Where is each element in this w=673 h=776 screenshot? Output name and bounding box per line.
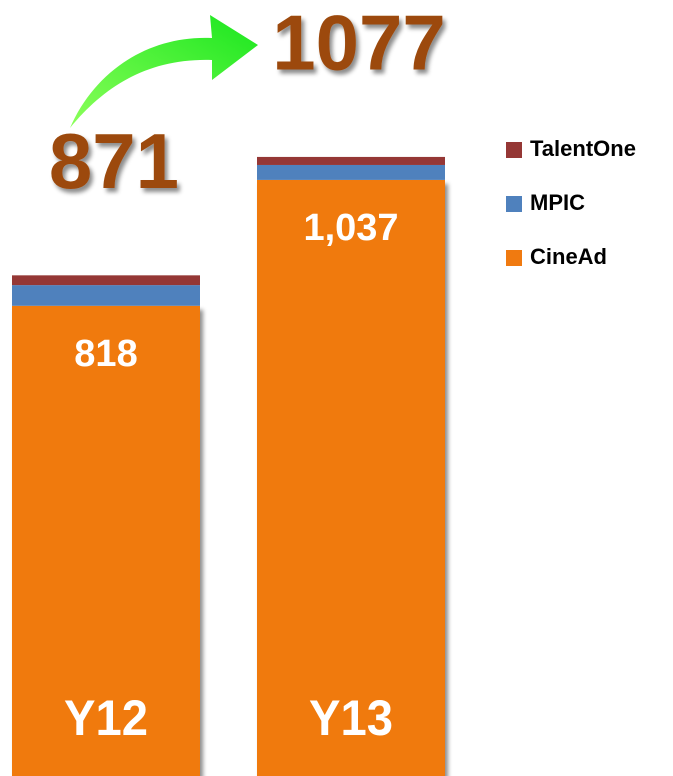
value-label: 1,037 [303,207,398,249]
legend-label: CineAd [530,244,607,269]
bar-segment [257,164,445,180]
bar-segment [12,305,200,776]
growth-arrow [70,15,258,128]
total-label: 871 [49,117,179,205]
value-label: 818 [74,333,137,375]
total-label: 1077 [272,0,446,87]
bar-segment [12,275,200,286]
legend-swatch [506,196,522,212]
bar-segment [257,156,445,165]
bar-segment [257,179,445,776]
x-tick-label: Y12 [64,690,148,746]
legend-swatch [506,142,522,158]
legend-swatch [506,250,522,266]
bar-segment [12,285,200,306]
legend-label: MPIC [530,190,585,215]
legend-label: TalentOne [530,136,636,161]
x-tick-label: Y13 [309,690,393,746]
